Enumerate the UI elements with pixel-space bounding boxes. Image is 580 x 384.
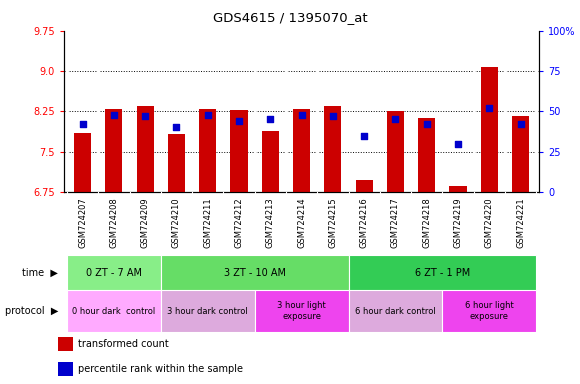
Text: 6 hour light
exposure: 6 hour light exposure	[465, 301, 514, 321]
Bar	[512, 116, 529, 192]
Bar	[349, 290, 443, 332]
Text: GDS4615 / 1395070_at: GDS4615 / 1395070_at	[213, 11, 367, 24]
Bar	[161, 255, 349, 290]
Bar	[387, 111, 404, 192]
Bar	[262, 131, 279, 192]
Text: 0 ZT - 7 AM: 0 ZT - 7 AM	[86, 268, 142, 278]
Point	[422, 121, 432, 127]
Bar	[293, 109, 310, 192]
Bar	[418, 118, 436, 192]
Text: GSM724220: GSM724220	[485, 197, 494, 248]
Text: GSM724210: GSM724210	[172, 197, 181, 248]
Point	[454, 141, 463, 147]
Text: 3 hour dark control: 3 hour dark control	[168, 306, 248, 316]
Text: GSM724209: GSM724209	[141, 197, 150, 248]
Bar	[255, 290, 349, 332]
Text: GSM724221: GSM724221	[516, 197, 525, 248]
Text: GSM724208: GSM724208	[110, 197, 118, 248]
Bar	[136, 106, 154, 192]
Bar	[230, 110, 248, 192]
Text: percentile rank within the sample: percentile rank within the sample	[78, 364, 243, 374]
Point	[328, 113, 338, 119]
Text: GSM724218: GSM724218	[422, 197, 432, 248]
Bar	[443, 290, 536, 332]
Text: GSM724212: GSM724212	[234, 197, 244, 248]
Bar	[349, 255, 536, 290]
Text: time  ▶: time ▶	[22, 268, 58, 278]
Bar	[105, 109, 122, 192]
Bar	[58, 362, 72, 376]
Point	[297, 111, 306, 118]
Text: GSM724217: GSM724217	[391, 197, 400, 248]
Text: GSM724214: GSM724214	[297, 197, 306, 248]
Bar	[450, 185, 467, 192]
Point	[516, 121, 525, 127]
Bar	[161, 290, 255, 332]
Text: 0 hour dark  control: 0 hour dark control	[72, 306, 155, 316]
Bar	[58, 337, 72, 351]
Bar	[67, 255, 161, 290]
Bar	[67, 290, 161, 332]
Point	[109, 111, 118, 118]
Point	[485, 105, 494, 111]
Point	[266, 116, 275, 122]
Text: protocol  ▶: protocol ▶	[5, 306, 58, 316]
Point	[234, 118, 244, 124]
Point	[360, 132, 369, 139]
Point	[78, 121, 87, 127]
Text: transformed count: transformed count	[78, 339, 169, 349]
Text: 3 hour light
exposure: 3 hour light exposure	[277, 301, 326, 321]
Bar	[199, 109, 216, 192]
Text: GSM724213: GSM724213	[266, 197, 275, 248]
Text: GSM724216: GSM724216	[360, 197, 369, 248]
Point	[172, 124, 181, 131]
Text: GSM724219: GSM724219	[454, 197, 462, 248]
Bar	[74, 133, 91, 192]
Bar	[356, 180, 373, 192]
Point	[203, 111, 212, 118]
Text: 3 ZT - 10 AM: 3 ZT - 10 AM	[224, 268, 286, 278]
Bar	[481, 67, 498, 192]
Text: GSM724211: GSM724211	[203, 197, 212, 248]
Bar	[324, 106, 342, 192]
Point	[391, 116, 400, 122]
Text: 6 ZT - 1 PM: 6 ZT - 1 PM	[415, 268, 470, 278]
Point	[140, 113, 150, 119]
Bar	[168, 134, 185, 192]
Text: 6 hour dark control: 6 hour dark control	[355, 306, 436, 316]
Text: GSM724207: GSM724207	[78, 197, 87, 248]
Text: GSM724215: GSM724215	[328, 197, 338, 248]
